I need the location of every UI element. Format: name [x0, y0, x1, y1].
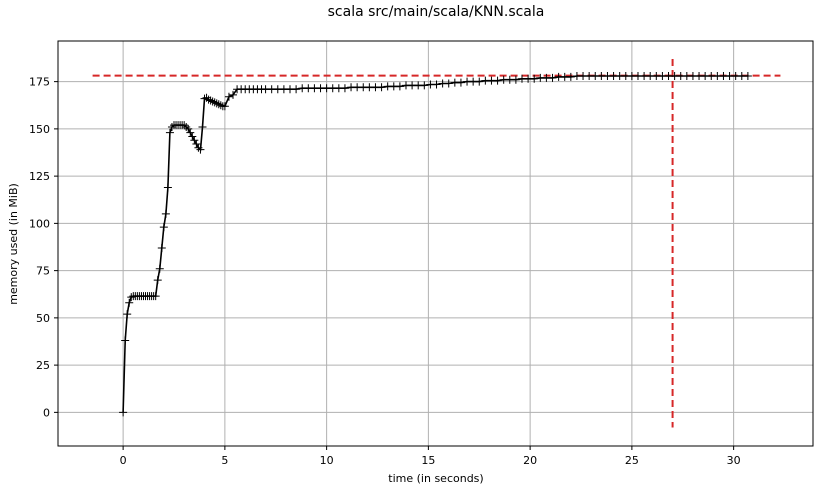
y-tick-label: 100	[29, 217, 50, 230]
data-point-marker	[548, 73, 557, 82]
data-point-marker	[566, 72, 575, 81]
y-tick-label: 75	[36, 265, 50, 278]
data-point-marker	[214, 100, 223, 109]
data-point-marker	[163, 183, 172, 192]
data-point-marker	[182, 122, 191, 131]
data-point-marker	[151, 292, 160, 301]
data-point-marker	[511, 75, 520, 84]
data-point-marker	[229, 90, 238, 99]
y-tick-label: 25	[36, 359, 50, 372]
data-point-marker	[184, 124, 193, 133]
data-point-marker	[202, 93, 211, 102]
x-tick-label: 0	[120, 454, 127, 467]
data-point-marker	[190, 136, 199, 145]
data-point-marker	[200, 94, 209, 103]
data-point-marker	[493, 76, 502, 85]
data-point-marker	[167, 122, 176, 131]
data-point-marker	[210, 98, 219, 107]
data-point-marker	[432, 80, 441, 89]
data-point-marker	[125, 298, 134, 307]
data-point-marker	[420, 81, 429, 90]
x-axis-ticks: 0 5 10 15 20 25 30	[120, 446, 741, 467]
data-point-marker	[180, 121, 189, 130]
data-point-marker	[456, 78, 465, 87]
x-axis-label: time (in seconds)	[388, 472, 483, 485]
data-point-marker	[530, 74, 539, 83]
data-point-marker	[340, 84, 349, 93]
y-tick-label: 50	[36, 312, 50, 325]
data-point-marker	[159, 223, 168, 232]
data-point-marker	[123, 310, 132, 319]
y-tick-label: 175	[29, 76, 50, 89]
data-point-marker	[119, 408, 128, 417]
data-point-marker	[153, 276, 162, 285]
series-group	[119, 71, 752, 417]
memory-series-line	[122, 75, 748, 413]
data-point-marker	[224, 92, 233, 101]
data-point-marker	[196, 145, 205, 154]
data-point-marker	[208, 97, 217, 106]
data-point-marker	[155, 264, 164, 273]
y-axis-ticks: 0 25 50 75 100 125 150 175	[29, 76, 58, 419]
data-point-marker	[127, 293, 136, 302]
data-point-marker	[475, 77, 484, 86]
data-point-marker	[444, 79, 453, 88]
data-point-marker	[161, 209, 170, 218]
data-point-marker	[157, 243, 166, 252]
x-tick-label: 15	[421, 454, 435, 467]
reference-lines	[92, 58, 781, 428]
y-tick-label: 125	[29, 170, 50, 183]
grid	[58, 41, 813, 446]
data-point-marker	[194, 143, 203, 152]
data-point-marker	[220, 102, 229, 111]
x-tick-label: 20	[523, 454, 537, 467]
data-point-marker	[186, 128, 195, 137]
x-tick-label: 25	[625, 454, 639, 467]
y-axis-label: memory used (in MiB)	[7, 183, 20, 305]
y-tick-label: 150	[29, 123, 50, 136]
data-point-marker	[206, 96, 215, 105]
data-point-marker	[743, 71, 752, 80]
data-point-marker	[121, 336, 130, 345]
x-tick-label: 5	[221, 454, 228, 467]
chart-title: scala src/main/scala/KNN.scala	[328, 4, 545, 20]
data-point-marker	[188, 132, 197, 141]
x-tick-label: 30	[727, 454, 741, 467]
data-point-marker	[204, 95, 213, 104]
data-point-marker	[292, 85, 301, 94]
data-point-marker	[216, 101, 225, 110]
data-point-marker	[192, 139, 201, 148]
data-point-marker	[198, 122, 207, 131]
x-tick-label: 10	[320, 454, 334, 467]
data-point-marker	[165, 128, 174, 137]
data-point-marker	[395, 82, 404, 91]
data-point-marker	[212, 99, 221, 108]
plot-frame	[57, 40, 814, 447]
y-tick-label: 0	[43, 406, 50, 419]
data-point-marker	[377, 83, 386, 92]
